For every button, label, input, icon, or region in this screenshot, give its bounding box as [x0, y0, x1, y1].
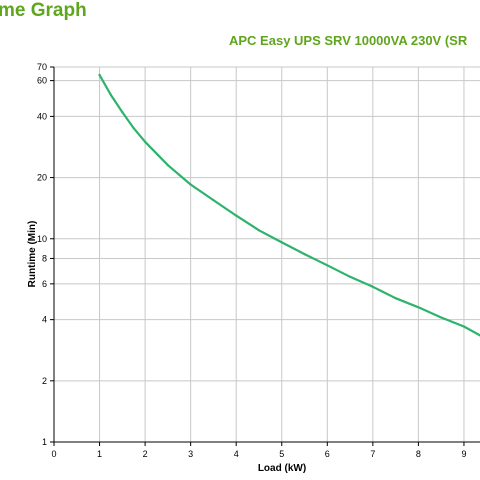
data-point	[235, 214, 238, 217]
y-axis-label: Runtime (Min)	[27, 221, 38, 288]
y-tick-label: 1	[42, 437, 47, 447]
data-point	[257, 229, 261, 232]
x-axis-label: Load (kW)	[258, 463, 306, 474]
x-tick-label: 4	[234, 449, 239, 459]
data-point	[98, 73, 101, 77]
x-tick-label: 5	[279, 449, 284, 459]
x-tick-label: 6	[325, 449, 330, 459]
x-tick-label: 0	[51, 449, 56, 459]
data-point	[440, 316, 443, 319]
data-point	[371, 285, 374, 288]
x-tick-labels: 0 1 2 3 4 5 6 7 8 9	[51, 442, 466, 459]
y-tick-label: 60	[37, 76, 47, 86]
y-tick-label: 6	[42, 279, 47, 289]
data-point	[417, 306, 420, 309]
axes	[53, 67, 480, 443]
data-point	[166, 164, 169, 167]
data-point	[121, 110, 124, 114]
x-tick-label: 2	[143, 449, 148, 459]
y-tick-label: 40	[37, 111, 47, 121]
y-tick-label: 4	[42, 315, 47, 325]
y-tick-label: 8	[42, 253, 47, 263]
grid	[54, 66, 480, 442]
data-point	[348, 275, 352, 278]
chart-title: APC Easy UPS SRV 10000VA 230V (SR	[229, 33, 468, 48]
x-tick-label: 3	[188, 449, 193, 459]
y-tick-labels: 1 2 4 6 8 10 20 40 60 70	[37, 62, 54, 447]
x-tick-label: 1	[97, 449, 102, 459]
data-point	[462, 325, 466, 328]
series-points	[98, 73, 466, 328]
x-tick-label: 9	[461, 449, 466, 459]
data-point	[394, 297, 397, 300]
data-point	[144, 140, 147, 143]
y-tick-label: 2	[42, 376, 47, 386]
y-tick-label: 10	[37, 234, 47, 244]
y-tick-label: 20	[37, 173, 47, 183]
data-point	[189, 183, 192, 186]
data-point	[326, 264, 329, 267]
runtime-series-line	[98, 73, 480, 337]
x-tick-label: 7	[370, 449, 375, 459]
x-tick-label: 8	[416, 449, 421, 459]
data-point	[132, 127, 135, 130]
data-point	[303, 253, 306, 256]
y-tick-label: 70	[37, 62, 47, 72]
data-point	[280, 241, 283, 244]
page-heading: me Graph	[0, 0, 87, 21]
data-point	[212, 198, 215, 202]
data-point	[109, 93, 113, 97]
